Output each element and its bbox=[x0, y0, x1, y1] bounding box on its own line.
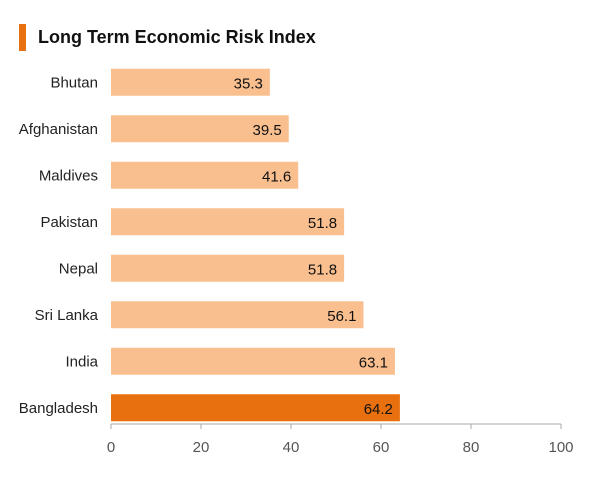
x-tick-label-20: 20 bbox=[193, 439, 210, 456]
title-accent-bar bbox=[19, 24, 26, 51]
value-labels-group: 35.3 39.5 41.6 51.8 51.8 56.1 63.1 64.2 bbox=[234, 75, 393, 418]
category-label-maldives: Maldives bbox=[39, 167, 98, 184]
bar-bhutan bbox=[111, 68, 270, 96]
bars-group bbox=[111, 68, 400, 422]
value-label-maldives: 41.6 bbox=[262, 168, 291, 185]
value-label-pakistan: 51.8 bbox=[308, 215, 337, 232]
category-label-afghanistan: Afghanistan bbox=[19, 121, 98, 138]
value-label-nepal: 51.8 bbox=[308, 261, 337, 278]
value-label-india: 63.1 bbox=[359, 354, 388, 371]
category-label-nepal: Nepal bbox=[59, 260, 98, 277]
category-label-bhutan: Bhutan bbox=[50, 74, 98, 91]
value-label-afghanistan: 39.5 bbox=[253, 122, 282, 139]
bar-bangladesh bbox=[111, 394, 400, 422]
x-tick-label-100: 100 bbox=[548, 439, 573, 456]
chart-title: Long Term Economic Risk Index bbox=[38, 27, 316, 47]
category-label-pakistan: Pakistan bbox=[40, 214, 98, 231]
bar-nepal bbox=[111, 254, 345, 282]
bar-pakistan bbox=[111, 208, 345, 236]
x-tick-label-60: 60 bbox=[373, 439, 390, 456]
category-label-sri-lanka: Sri Lanka bbox=[35, 307, 99, 324]
x-tick-label-80: 80 bbox=[463, 439, 480, 456]
value-label-sri-lanka: 56.1 bbox=[327, 308, 356, 325]
x-tick-label-0: 0 bbox=[107, 439, 115, 456]
x-tick-label-40: 40 bbox=[283, 439, 300, 456]
bar-sri-lanka bbox=[111, 301, 364, 329]
category-label-india: India bbox=[65, 353, 98, 370]
bar-india bbox=[111, 347, 395, 375]
bar-afghanistan bbox=[111, 115, 289, 143]
category-labels-group: Bhutan Afghanistan Maldives Pakistan Nepal Sr… bbox=[19, 74, 99, 417]
bar-maldives bbox=[111, 161, 299, 189]
x-axis: 0 20 40 60 80 100 bbox=[107, 423, 574, 456]
category-label-bangladesh: Bangladesh bbox=[19, 400, 98, 417]
value-label-bangladesh: 64.2 bbox=[364, 401, 393, 418]
value-label-bhutan: 35.3 bbox=[234, 75, 263, 92]
